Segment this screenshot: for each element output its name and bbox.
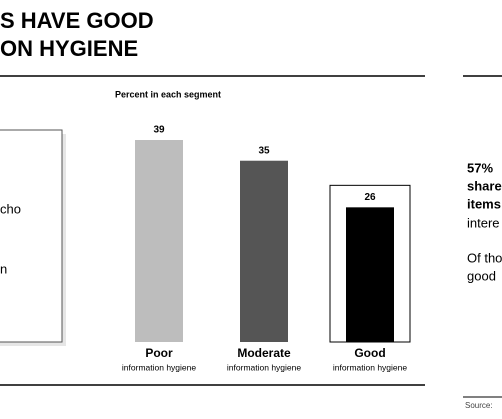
panel-text: cho <box>0 201 21 216</box>
panel-text: n <box>0 261 7 276</box>
bar <box>346 207 394 342</box>
source: Source: <box>465 401 493 410</box>
value-label: 26 <box>364 192 376 203</box>
left-panel <box>0 129 63 343</box>
category-label: Poor <box>145 346 173 360</box>
title-line: S HAVE GOOD <box>0 8 154 33</box>
bar <box>240 160 288 342</box>
chart-subtitle: Percent in each segment <box>115 89 221 99</box>
bar <box>135 140 183 342</box>
sidebar-bold: 57% <box>467 160 493 175</box>
value-label: 39 <box>153 125 165 136</box>
title-line: ON HYGIENE <box>0 36 138 61</box>
value-label: 35 <box>258 145 270 156</box>
sidebar-bold: items <box>467 196 501 211</box>
category-label: Good <box>354 346 385 360</box>
sidebar-text: Of tho <box>467 250 502 265</box>
category-note: information hygiene <box>227 362 301 372</box>
sidebar-text: good <box>467 268 496 283</box>
sidebar-text: intere <box>467 215 500 230</box>
category-note: information hygiene <box>122 362 196 372</box>
category-note: information hygiene <box>333 362 407 372</box>
sidebar-bold: share <box>467 178 502 193</box>
category-label: Moderate <box>237 346 291 360</box>
